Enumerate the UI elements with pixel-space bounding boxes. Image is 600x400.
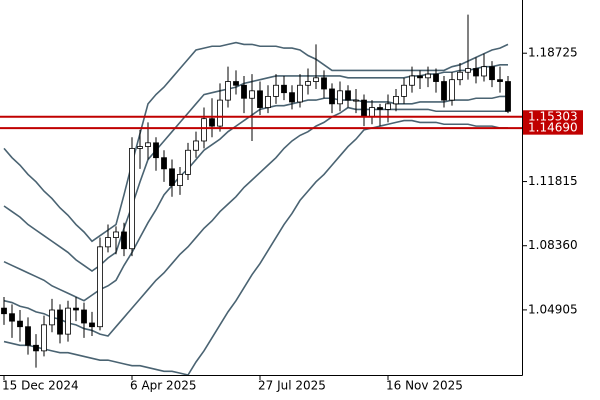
plot-area — [1, 14, 511, 375]
band-line — [3, 41, 509, 243]
candle-body — [17, 320, 23, 328]
candle-body — [97, 246, 103, 328]
candle-body — [289, 92, 295, 103]
candle-body — [209, 118, 215, 127]
candle-body — [129, 148, 135, 250]
candle-body — [201, 118, 207, 142]
candle-body — [409, 75, 415, 86]
candle-body — [25, 326, 31, 346]
candle-body — [377, 107, 383, 110]
candle-body — [449, 79, 455, 101]
candle-body — [41, 324, 47, 352]
candle-body — [9, 313, 15, 322]
x-tick-label: 6 Apr 2025 — [130, 379, 197, 393]
x-tick-label: 15 Dec 2024 — [2, 379, 79, 393]
candle-body — [337, 90, 343, 105]
y-tick-label: 1.11815 — [528, 174, 578, 188]
x-tick-label: 16 Nov 2025 — [386, 379, 463, 393]
candle-body — [457, 71, 463, 81]
candle-body — [113, 231, 119, 238]
candle-body — [177, 174, 183, 186]
candle-body — [497, 79, 503, 82]
candle-body — [465, 68, 471, 73]
y-tick-label: 1.08360 — [528, 238, 578, 252]
candle-body — [273, 84, 279, 97]
level-label: 1.15303 — [528, 109, 578, 123]
candle-body — [313, 77, 319, 82]
candle-body — [417, 75, 423, 79]
candle-body — [433, 73, 439, 82]
candle-body — [265, 95, 271, 108]
y-tick-label: 1.04905 — [528, 302, 578, 316]
band-line — [3, 119, 508, 375]
candle-body — [321, 77, 327, 90]
candle-body — [57, 309, 63, 335]
band-line — [3, 106, 508, 337]
band-line — [3, 64, 508, 272]
candle-body — [225, 81, 231, 101]
candle-body — [425, 73, 431, 79]
candle-body — [281, 84, 287, 94]
candle-body — [169, 168, 175, 186]
candle-body — [233, 81, 239, 86]
candle-body — [353, 99, 359, 102]
candle-body — [329, 88, 335, 105]
candle-body — [401, 84, 407, 97]
candle-body — [481, 66, 487, 77]
candle-body — [217, 99, 223, 127]
x-tick-label: 27 Jul 2025 — [258, 379, 326, 393]
candle-body — [33, 344, 39, 352]
level-label-box — [523, 110, 583, 124]
candle-body — [441, 81, 447, 101]
candle-body — [297, 84, 303, 103]
candle-body — [145, 142, 151, 147]
candle-body — [49, 309, 55, 326]
candle-body — [305, 81, 311, 86]
candle-body — [185, 149, 191, 175]
level-label: 1.14690 — [528, 121, 578, 135]
level-label-box — [523, 121, 583, 135]
candle-body — [249, 90, 255, 99]
candle-body — [193, 140, 199, 151]
candle-body — [65, 307, 71, 335]
candle-body — [121, 231, 127, 250]
candle-body — [489, 66, 495, 81]
candle-body — [393, 95, 399, 105]
candle-body — [137, 146, 143, 149]
band-line — [3, 95, 508, 302]
candle-body — [369, 107, 375, 118]
candle-body — [89, 322, 95, 328]
candle-body — [105, 237, 111, 248]
candle-body — [345, 90, 351, 101]
candle-body — [153, 142, 159, 159]
candle-body — [257, 90, 263, 108]
candle-body — [161, 157, 167, 170]
candle-body — [81, 309, 87, 324]
candle-body — [505, 81, 511, 112]
candle-body — [73, 307, 79, 311]
candle-body — [1, 307, 7, 315]
candle-body — [361, 99, 367, 118]
candle-body — [473, 68, 479, 77]
candle-body — [385, 103, 391, 110]
y-tick-label: 1.18725 — [528, 46, 578, 60]
candle-body — [241, 84, 247, 99]
